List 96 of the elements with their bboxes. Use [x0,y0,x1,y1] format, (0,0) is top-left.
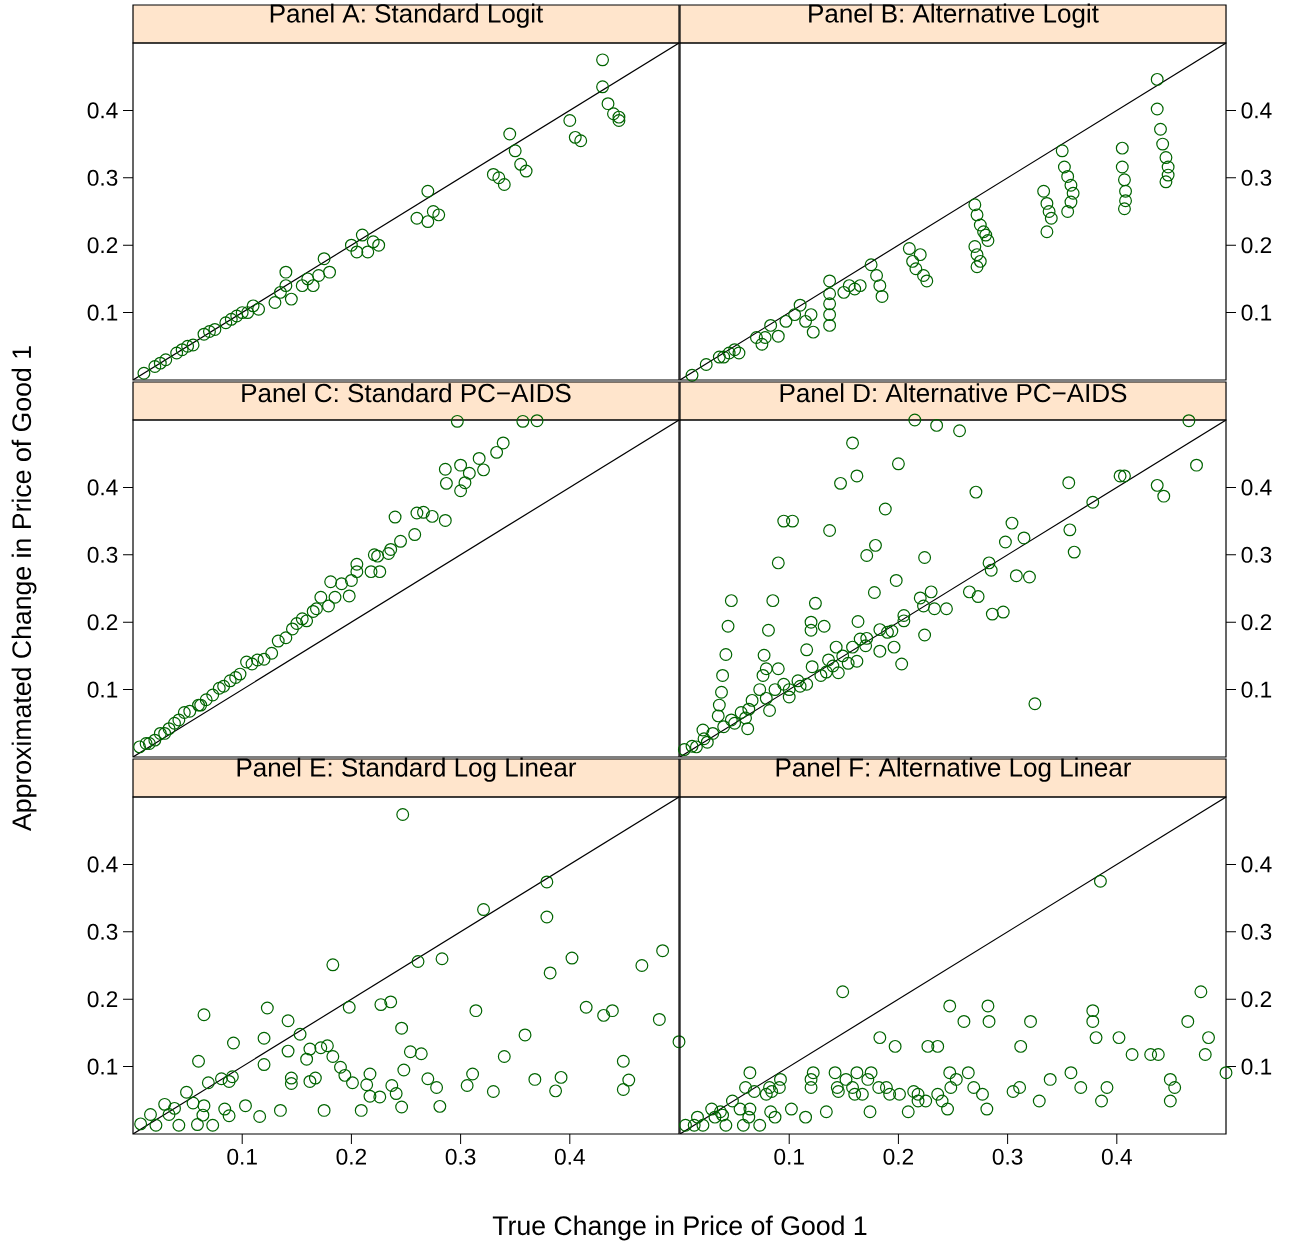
point [612,110,626,124]
point [486,167,500,181]
point [410,211,424,225]
point [344,238,358,252]
y-tick-label: 0.3 [1241,546,1272,563]
point [181,339,195,353]
chart-title: Panel E: Standard Log Linear [237,757,577,782]
point [503,127,517,141]
x-tick-label: 0.3 [992,1148,1023,1165]
point [197,327,211,341]
point [170,346,184,360]
point [508,144,522,158]
point [312,269,326,282]
point [268,296,282,309]
y-tick-label: 0.1 [87,681,118,698]
point [350,245,364,259]
point [366,235,380,249]
point [361,245,375,259]
y-tick-label: 0.3 [87,546,118,563]
y-tick-label: 0.4 [1241,102,1272,119]
point [596,53,610,67]
point [279,265,293,279]
point [574,134,588,148]
point [153,356,167,370]
point [137,366,151,380]
point [148,360,162,373]
point [301,272,315,286]
x-tick-label: 0.4 [1101,1148,1132,1165]
point [186,338,200,352]
point [208,322,222,336]
point [230,309,244,323]
x-tick-label: 0.3 [445,1148,476,1165]
point [219,316,233,330]
y-tick-label: 0.2 [87,991,118,1008]
chart-title: Panel C: Standard PC−AIDS [242,383,571,403]
point [235,306,249,320]
point [563,114,577,127]
y-tick-label: 0.1 [1241,304,1272,321]
y-tick-label: 0.3 [87,923,118,940]
point [175,343,189,357]
y-tick-label: 0.1 [1241,1058,1272,1075]
point [355,228,369,242]
point [372,238,386,252]
point [306,279,320,293]
y-tick-label: 0.4 [1241,479,1272,496]
point [426,205,440,218]
y-tick-label: 0.2 [87,614,118,631]
point [252,302,266,316]
point [284,292,298,306]
y-tick-label: 0.4 [87,856,118,873]
point [497,178,511,191]
y-tick-label: 0.2 [1241,991,1272,1008]
x-tick-label: 0.4 [554,1148,585,1165]
y-tick-label: 0.3 [1241,169,1272,186]
x-axis-title: True Change in Price of Good 1 [492,1215,867,1241]
y-tick-label: 0.3 [87,169,118,186]
point [323,265,337,279]
point [514,157,528,171]
y-tick-label: 0.1 [87,1058,118,1075]
point [241,306,255,320]
point [224,312,238,326]
point [432,208,446,222]
point [519,164,533,178]
chart-title: Panel B: Alternative Logit [809,3,1099,28]
y-tick-label: 0.4 [1241,856,1272,873]
point [295,279,309,293]
point [273,285,287,299]
chart-title: Panel D: Alternative PC−AIDS [780,383,1127,403]
y-axis-title: Approximated Change in Price of Good 1 [11,346,37,832]
point [317,252,331,266]
point [601,97,615,111]
point [421,215,435,229]
y-tick-label: 0.2 [87,237,118,254]
point [246,299,260,313]
point [202,325,216,338]
x-tick-label: 0.1 [774,1148,804,1165]
point [596,80,610,94]
point [279,279,293,293]
y-tick-label: 0.1 [87,304,118,321]
point [568,130,582,144]
point [159,353,173,367]
point [612,114,626,127]
y-tick-label: 0.1 [1241,681,1272,698]
chart-title: Panel A: Standard Logit [270,3,544,28]
point [421,184,435,198]
y-tick-label: 0.3 [1241,923,1272,940]
y-tick-label: 0.4 [87,479,118,496]
point [607,107,620,121]
x-tick-label: 0.2 [336,1148,367,1165]
point [492,171,506,185]
x-tick-label: 0.1 [227,1148,257,1165]
x-tick-label: 0.2 [883,1148,914,1165]
y-tick-label: 0.4 [87,102,118,119]
y-tick-label: 0.2 [1241,237,1272,254]
y-tick-label: 0.2 [1241,614,1272,631]
chart-title: Panel F: Alternative Log Linear [776,757,1131,782]
